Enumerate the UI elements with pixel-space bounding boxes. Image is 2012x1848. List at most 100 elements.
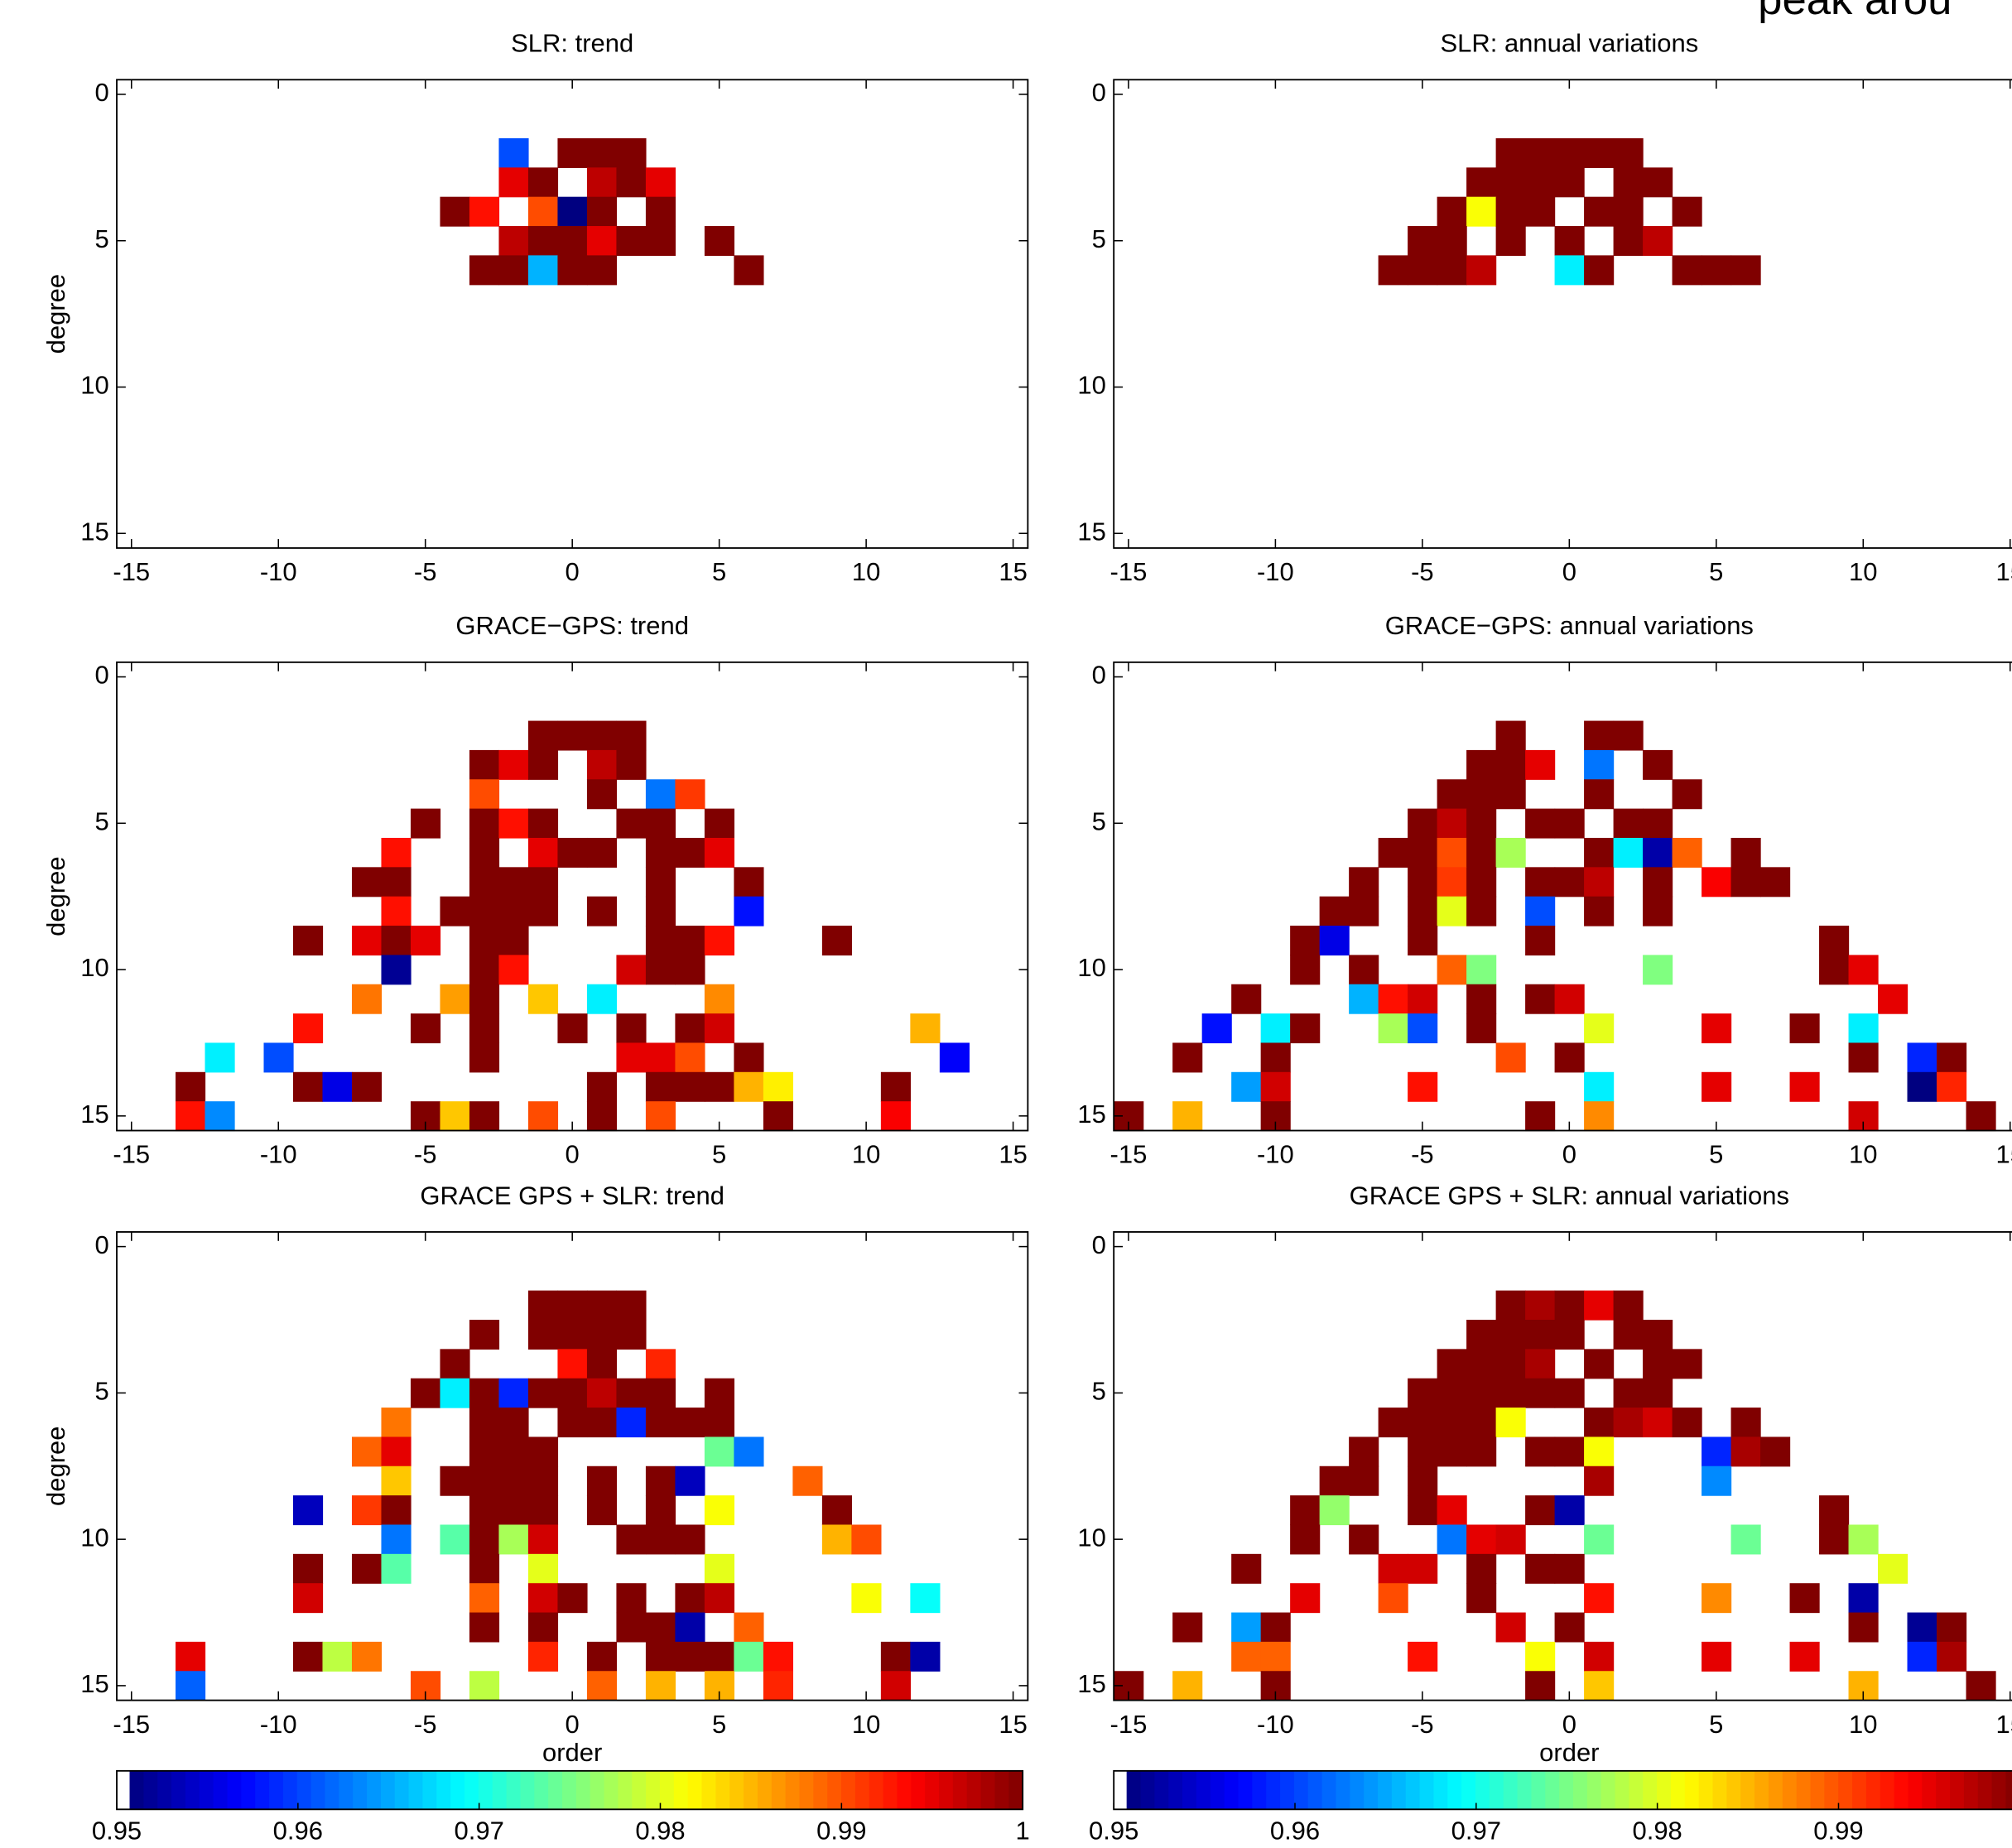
heat-cell	[440, 1349, 470, 1379]
heat-cell	[1525, 749, 1556, 780]
heat-cell	[939, 1042, 970, 1073]
heat-cell	[704, 1378, 735, 1408]
colorbar-swatch	[241, 1770, 256, 1810]
colorbar-swatch	[841, 1770, 856, 1810]
chart-title: SLR: trend	[511, 29, 633, 58]
heat-cell	[1437, 1378, 1467, 1408]
colorbar-swatch	[980, 1770, 996, 1810]
heat-cell	[1525, 1319, 1556, 1350]
heat-cell	[1495, 1319, 1526, 1350]
heat-cell	[469, 1437, 500, 1467]
heat-cell	[351, 926, 383, 956]
heat-cell	[498, 1408, 529, 1438]
colorbar-swatch	[1740, 1770, 1755, 1810]
heat-cell	[527, 896, 559, 926]
heat-cell	[586, 1101, 618, 1132]
colorbar-swatch	[1447, 1770, 1462, 1810]
heat-cell	[498, 226, 529, 257]
heat-cell	[616, 720, 647, 751]
heat-cell	[880, 1101, 911, 1132]
heat-cell	[645, 896, 676, 926]
heat-cell	[1495, 749, 1526, 780]
heat-cell	[322, 1641, 353, 1672]
heat-cell	[1702, 1013, 1732, 1044]
x-tick-label: -5	[1411, 557, 1434, 586]
heat-cell	[1408, 984, 1438, 1014]
heat-cell	[1437, 837, 1467, 868]
heat-cell	[1495, 1042, 1526, 1073]
heat-cell	[498, 1437, 529, 1467]
x-tick-label: -15	[113, 557, 150, 586]
heat-cell	[763, 1671, 794, 1701]
chart-title: GRACE GPS + SLR: annual variations	[1350, 1181, 1789, 1210]
heat-cell	[557, 255, 588, 286]
heat-cell	[176, 1071, 206, 1102]
x-tick-label: 0	[1562, 1140, 1576, 1169]
colorbar-swatch	[506, 1770, 522, 1810]
heat-cell	[616, 1583, 647, 1614]
heat-cell	[469, 808, 500, 839]
heat-cell	[675, 1465, 705, 1496]
x-tick-label: 0	[1562, 1710, 1576, 1739]
colorbar-swatch	[1475, 1770, 1490, 1810]
colorbar-swatch	[394, 1770, 410, 1810]
heat-cell	[645, 1495, 676, 1526]
heat-cell	[469, 926, 500, 956]
heat-cell	[1525, 1553, 1556, 1584]
x-tick-label: -10	[1257, 1140, 1294, 1169]
colorbar-swatch	[1364, 1770, 1379, 1810]
heat-cell	[645, 1641, 676, 1672]
colorbar-swatch	[339, 1770, 354, 1810]
colorbar-swatch	[701, 1770, 717, 1810]
heat-cell	[1349, 1524, 1379, 1555]
heat-cell	[675, 955, 705, 985]
heat-cell	[1937, 1612, 1967, 1643]
colorbar-swatch	[813, 1770, 828, 1810]
x-tick-label: 5	[712, 1140, 726, 1169]
heat-cell	[734, 255, 764, 286]
heat-cell	[1466, 1437, 1497, 1467]
heat-cell	[351, 1641, 383, 1672]
heat-cell	[469, 896, 500, 926]
heat-cell	[381, 837, 412, 868]
heat-cell	[292, 1583, 324, 1614]
heat-cell	[704, 1408, 735, 1438]
heat-cell	[292, 1553, 324, 1584]
colorbar-tick-label: 0.96	[273, 1816, 323, 1845]
y-tick-label: 15	[1077, 517, 1105, 546]
heat-cell	[1495, 137, 1526, 168]
heat-cell	[704, 1437, 735, 1467]
heat-cell	[1525, 1671, 1556, 1701]
heat-cell	[821, 1495, 853, 1526]
heat-cell	[1613, 1378, 1644, 1408]
heat-cell	[1408, 1437, 1438, 1467]
colorbar-swatch	[673, 1770, 689, 1810]
x-tick-label: 10	[1849, 1140, 1877, 1169]
heat-cell	[1554, 137, 1585, 168]
heat-cell	[1260, 1042, 1291, 1073]
heat-cell	[1554, 808, 1585, 839]
heat-cell	[1408, 1408, 1438, 1438]
heat-cell	[469, 1465, 500, 1496]
heat-cell	[1584, 196, 1615, 227]
heat-cell	[557, 1319, 588, 1350]
heat-cell	[704, 1583, 735, 1614]
x-tick-label: 15	[1996, 1140, 2012, 1169]
colorbar-tick-label: 0.96	[1270, 1816, 1320, 1845]
x-tick-label: -10	[1257, 557, 1294, 586]
x-tick-label: 5	[712, 557, 726, 586]
heat-cell	[821, 926, 853, 956]
heat-cell	[351, 984, 383, 1014]
heat-cell	[1466, 896, 1497, 926]
heat-cell	[1408, 1641, 1438, 1672]
heat-cell	[557, 137, 588, 168]
heat-cell	[469, 1553, 500, 1584]
colorbar-swatch	[1419, 1770, 1435, 1810]
heat-cell	[1878, 1553, 1909, 1584]
heat-cell	[1437, 196, 1467, 227]
colorbar-swatch	[171, 1770, 186, 1810]
heat-cell	[1290, 1013, 1321, 1044]
heat-cell	[1495, 720, 1526, 751]
heat-cell	[1349, 896, 1379, 926]
